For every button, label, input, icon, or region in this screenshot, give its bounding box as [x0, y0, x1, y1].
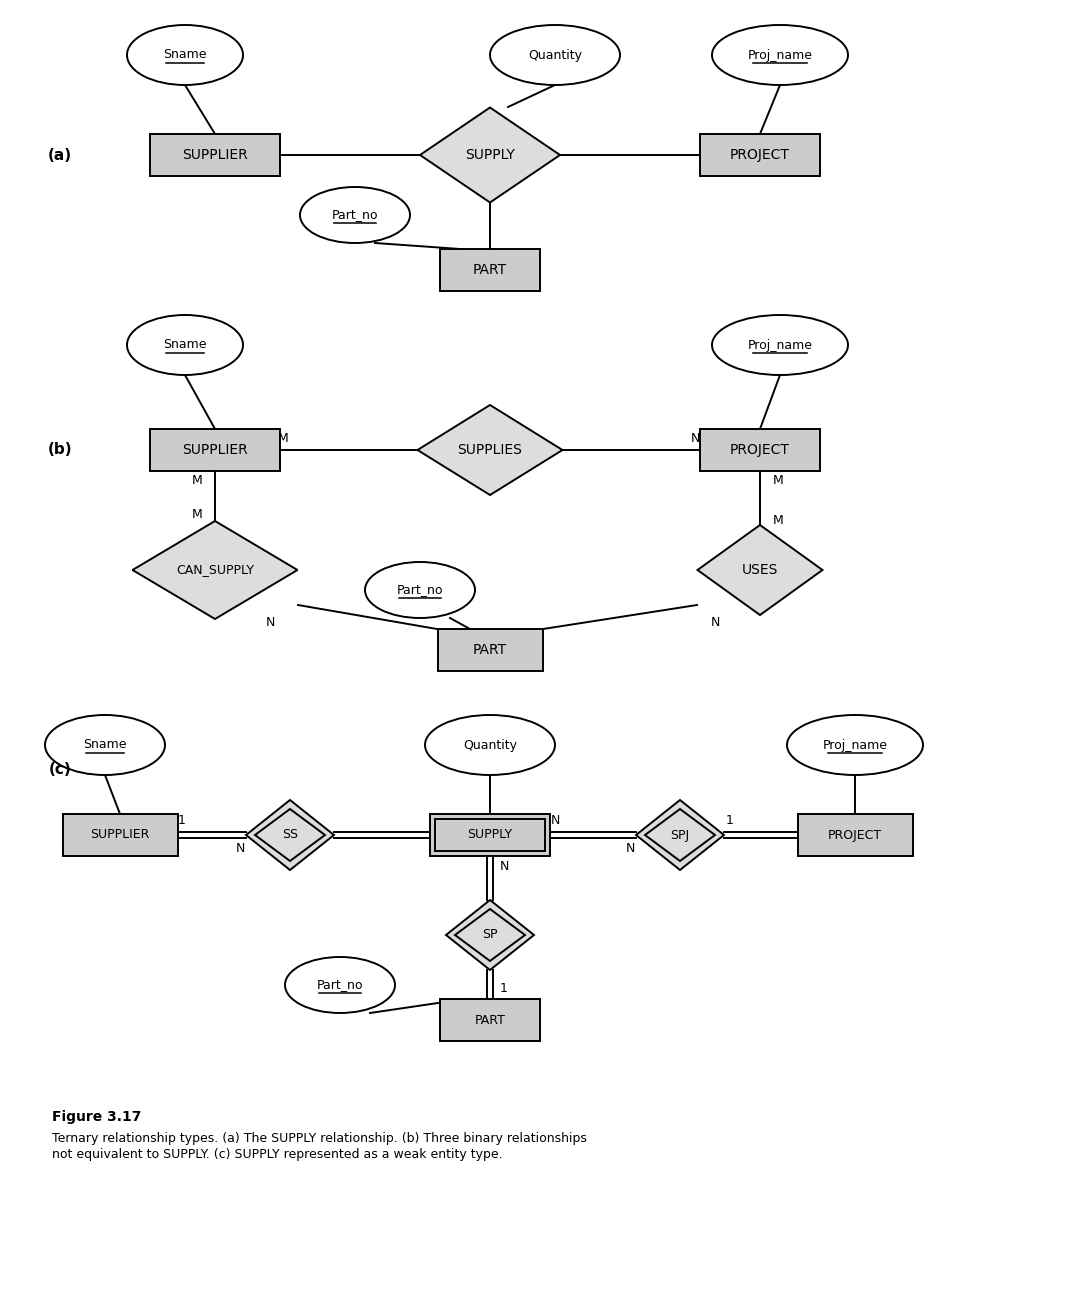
Text: 1: 1 [500, 982, 508, 995]
Text: Figure 3.17: Figure 3.17 [52, 1110, 141, 1124]
Text: 1: 1 [178, 814, 186, 827]
Text: 1: 1 [726, 814, 734, 827]
Text: SUPPLY: SUPPLY [465, 148, 515, 162]
Text: SUPPLIES: SUPPLIES [458, 443, 523, 457]
Polygon shape [418, 405, 563, 496]
Bar [430, 814, 550, 857]
Text: Part_no: Part_no [316, 978, 363, 991]
Text: PART: PART [473, 263, 508, 277]
Ellipse shape [712, 314, 848, 375]
Text: Part_no: Part_no [396, 584, 443, 597]
Text: not equivalent to SUPPLY. (c) SUPPLY represented as a weak entity type.: not equivalent to SUPPLY. (c) SUPPLY rep… [52, 1148, 502, 1161]
Text: CAN_SUPPLY: CAN_SUPPLY [176, 563, 254, 577]
Bar [700, 430, 820, 471]
Ellipse shape [127, 25, 243, 85]
Text: SP: SP [483, 929, 498, 942]
Text: SUPPLIER: SUPPLIER [183, 148, 248, 162]
Text: (b): (b) [48, 443, 72, 458]
Text: M: M [278, 431, 288, 445]
Text: PROJECT: PROJECT [730, 443, 789, 457]
Text: N: N [551, 814, 559, 827]
Text: USES: USES [742, 563, 779, 577]
Bar [437, 629, 542, 672]
Text: Sname: Sname [163, 339, 206, 352]
Text: (c): (c) [49, 762, 71, 778]
Text: (a): (a) [48, 148, 72, 163]
Ellipse shape [712, 25, 848, 85]
Text: SUPPLY: SUPPLY [468, 828, 513, 841]
Text: SUPPLIER: SUPPLIER [183, 443, 248, 457]
Text: M: M [772, 474, 783, 487]
Bar [440, 248, 540, 291]
Text: Proj_name: Proj_name [747, 339, 812, 352]
Bar [700, 135, 820, 176]
Text: PROJECT: PROJECT [730, 148, 789, 162]
Text: SPJ: SPJ [671, 828, 689, 841]
Ellipse shape [426, 716, 555, 775]
Text: N: N [625, 842, 635, 855]
Polygon shape [420, 107, 561, 202]
Ellipse shape [127, 314, 243, 375]
Polygon shape [246, 800, 334, 870]
Ellipse shape [365, 562, 475, 619]
Text: SS: SS [282, 828, 298, 841]
Text: SUPPLIER: SUPPLIER [91, 828, 150, 841]
Bar [150, 135, 280, 176]
Text: N: N [235, 842, 245, 855]
Ellipse shape [45, 716, 165, 775]
Text: M: M [772, 514, 783, 527]
Text: Part_no: Part_no [332, 208, 378, 221]
Bar [150, 430, 280, 471]
Polygon shape [446, 901, 534, 970]
Text: Ternary relationship types. (a) The SUPPLY relationship. (b) Three binary relati: Ternary relationship types. (a) The SUPP… [52, 1132, 586, 1145]
Text: M: M [191, 474, 202, 487]
Text: N: N [266, 616, 274, 629]
Bar [797, 814, 913, 857]
Polygon shape [133, 521, 297, 619]
Ellipse shape [490, 25, 620, 85]
Text: N: N [499, 861, 509, 873]
Ellipse shape [285, 958, 395, 1013]
Text: Sname: Sname [83, 739, 126, 752]
Text: N: N [690, 431, 700, 445]
Ellipse shape [787, 716, 923, 775]
Text: PROJECT: PROJECT [828, 828, 882, 841]
Bar [440, 999, 540, 1040]
Text: M: M [191, 509, 202, 521]
Text: Quantity: Quantity [528, 48, 582, 62]
Ellipse shape [300, 188, 410, 243]
Text: PART: PART [473, 643, 508, 657]
Text: Proj_name: Proj_name [823, 739, 888, 752]
Polygon shape [698, 525, 823, 615]
Text: PART: PART [474, 1013, 505, 1026]
Bar [435, 819, 545, 851]
Text: Quantity: Quantity [463, 739, 517, 752]
Text: Sname: Sname [163, 48, 206, 62]
Bar [63, 814, 177, 857]
Text: Proj_name: Proj_name [747, 48, 812, 62]
Text: N: N [711, 616, 719, 629]
Polygon shape [636, 800, 724, 870]
